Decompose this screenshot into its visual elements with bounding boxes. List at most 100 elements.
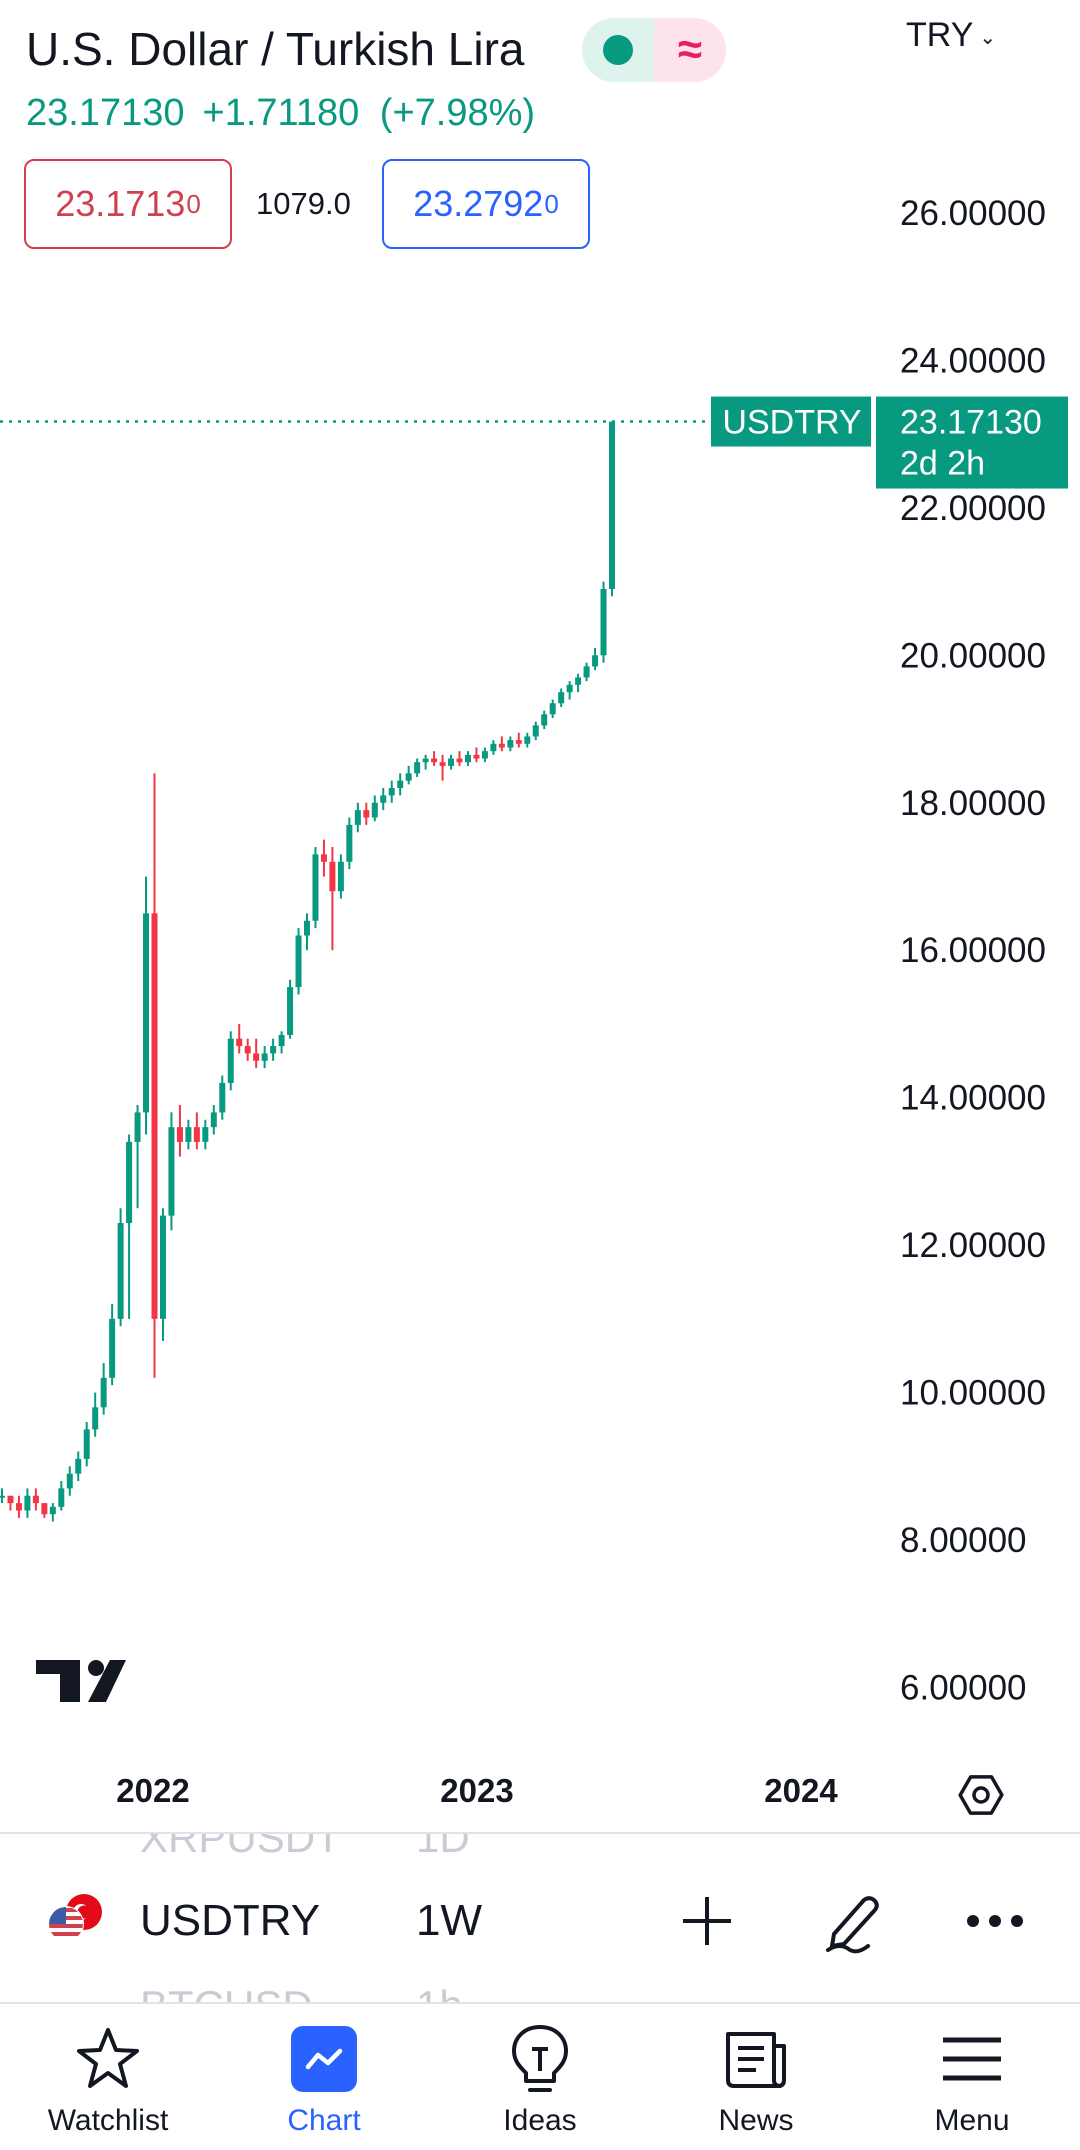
candle [405, 765, 412, 785]
hamburger-menu-icon [943, 2037, 1001, 2081]
next-interval[interactable]: 1h [416, 1982, 463, 2002]
symbol-tag: USDTRY [711, 396, 871, 447]
candle [159, 1208, 166, 1341]
candle [320, 839, 327, 877]
candle [244, 1038, 251, 1061]
candle [354, 802, 361, 833]
candle [58, 1481, 65, 1511]
candle [176, 1105, 183, 1157]
price-axis-label: 16.00000 [900, 931, 1046, 970]
candle [32, 1488, 39, 1511]
candle [261, 1046, 268, 1069]
candle [287, 979, 294, 1039]
candle [15, 1495, 22, 1518]
add-button[interactable] [672, 1886, 742, 1956]
price-tag-value: 23.17130 [900, 404, 1042, 442]
candle [202, 1119, 209, 1150]
current-symbol[interactable]: USDTRY [140, 1896, 321, 1945]
candle [422, 754, 429, 770]
header: U.S. Dollar / Turkish Lira ≈ TRY ⌄ 23.17… [0, 0, 1080, 260]
candle [278, 1031, 285, 1054]
star-icon [77, 2028, 139, 2088]
candle [592, 647, 599, 671]
candle [414, 758, 421, 777]
tradingview-logo [36, 1660, 126, 1702]
price-axis[interactable]: 26.00000 24.00000 22.00000 20.00000 18.00000… [900, 194, 1046, 1707]
symbol-tag-text: USDTRY [722, 404, 861, 442]
nav-watchlist[interactable]: Watchlist [8, 2022, 208, 2150]
price-axis-label: 10.00000 [900, 1374, 1046, 1413]
currency-select[interactable]: TRY ⌄ [906, 16, 996, 55]
last-price: 23.17130 [26, 92, 185, 134]
candle [117, 1208, 124, 1327]
candle [227, 1031, 234, 1091]
candle [193, 1112, 200, 1150]
next-symbol[interactable]: BTCUSD [140, 1982, 313, 2002]
buy-button[interactable]: 23.2792 0 [382, 159, 590, 249]
more-options-button[interactable] [960, 1886, 1030, 1956]
time-axis-label: 2022 [116, 1772, 189, 1809]
candle [253, 1038, 260, 1069]
more-dots-icon [967, 1915, 1023, 1927]
candle [168, 1112, 175, 1231]
bottom-nav: Watchlist Chart Ideas [0, 2002, 1080, 2150]
chart-icon [291, 2026, 357, 2092]
candle [507, 736, 514, 752]
candle [532, 721, 539, 741]
prev-symbol[interactable]: XRPUSDT [140, 1832, 341, 1861]
nav-watchlist-label: Watchlist [47, 2104, 169, 2137]
current-interval[interactable]: 1W [416, 1896, 482, 1945]
candle [397, 773, 404, 796]
candle [431, 751, 438, 766]
candle [49, 1503, 56, 1522]
candle [0, 1488, 5, 1504]
price-axis-label: 26.00000 [900, 194, 1046, 233]
candle [524, 732, 531, 748]
plus-icon [683, 1897, 731, 1945]
candle [464, 751, 471, 766]
candle [566, 681, 573, 700]
delayed-data-icon: ≈ [654, 18, 726, 82]
symbol-bar: XRPUSDT 1D USDTRY 1W [0, 1832, 1080, 2002]
price-chart[interactable]: 26.00000 24.00000 22.00000 20.00000 18.00000… [0, 0, 1080, 1832]
nav-news[interactable]: News [656, 2022, 856, 2150]
nav-ideas[interactable]: Ideas [440, 2022, 640, 2150]
candle [575, 673, 582, 693]
price-axis-label: 24.00000 [900, 341, 1046, 380]
drawing-tools-button[interactable] [818, 1886, 888, 1956]
nav-chart-label: Chart [287, 2104, 361, 2137]
usd-try-flag-icon [48, 1894, 102, 1942]
candle [41, 1503, 48, 1518]
prev-interval[interactable]: 1D [416, 1832, 470, 1861]
candle [448, 754, 455, 770]
currency-label: TRY [906, 16, 974, 54]
symbol-title[interactable]: U.S. Dollar / Turkish Lira [26, 23, 525, 75]
candle [134, 1105, 141, 1209]
sell-price: 23.1713 [55, 183, 186, 224]
candle [236, 1023, 243, 1054]
candle [609, 421, 615, 597]
sell-price-small-digit: 0 [186, 188, 201, 219]
candle [219, 1075, 226, 1120]
candle [312, 847, 319, 929]
nav-menu[interactable]: Menu [872, 2022, 1072, 2150]
candle [337, 854, 344, 899]
nav-chart[interactable]: Chart [224, 2022, 424, 2150]
candle [83, 1422, 90, 1467]
candle [185, 1119, 192, 1150]
candle [515, 732, 522, 748]
candle [371, 795, 378, 822]
candle [541, 710, 548, 730]
time-axis[interactable]: 2022 2023 2024 [116, 1772, 838, 1809]
candle [126, 1134, 133, 1319]
nav-menu-label: Menu [934, 2104, 1010, 2137]
candle [295, 928, 302, 995]
time-axis-label: 2023 [440, 1772, 513, 1809]
market-status-pill[interactable]: ≈ [582, 18, 726, 82]
sell-button[interactable]: 23.1713 0 [24, 159, 232, 249]
hexagon-settings-icon [958, 1775, 1004, 1815]
chevron-down-icon: ⌄ [979, 27, 997, 49]
chart-settings-button[interactable] [956, 1770, 1006, 1820]
price-change-pct: (+7.98%) [379, 92, 536, 134]
price-axis-label: 8.00000 [900, 1521, 1027, 1560]
